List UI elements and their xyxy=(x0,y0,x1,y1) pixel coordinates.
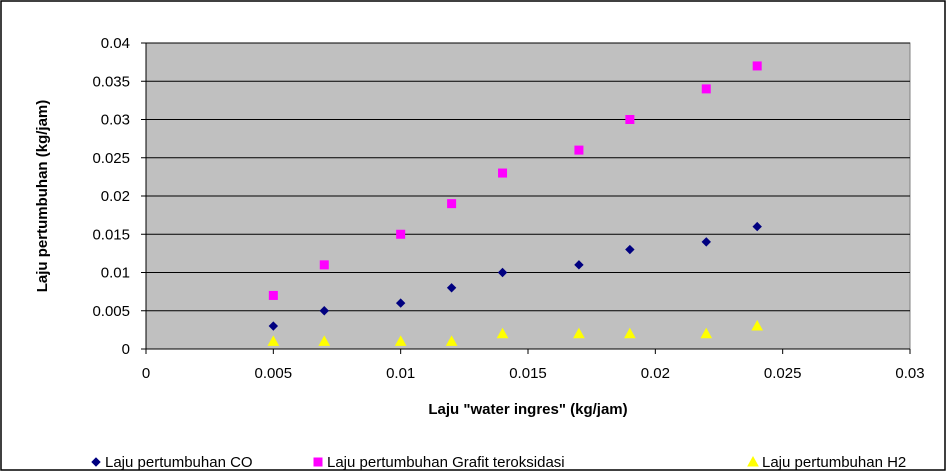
y-tick-label: 0.02 xyxy=(101,188,130,205)
series-1 xyxy=(268,221,762,331)
diamond-point xyxy=(625,244,635,255)
square-point xyxy=(498,168,508,178)
grid-lines xyxy=(141,42,910,350)
square-point xyxy=(319,260,329,270)
triangle-point xyxy=(624,327,636,339)
legend-label: Laju pertumbuhan Grafit teroksidasi xyxy=(327,454,565,471)
square-point xyxy=(701,84,711,94)
legend-label: Laju pertumbuhan CO xyxy=(105,454,253,471)
diamond-point xyxy=(752,221,762,232)
diamond-point xyxy=(319,306,329,316)
diamond-point xyxy=(446,283,457,293)
diamond-point xyxy=(574,260,584,270)
x-tick-label: 0.01 xyxy=(386,365,415,382)
legend-label: Laju pertumbuhan H2 xyxy=(762,454,906,471)
x-tick-label: 0.02 xyxy=(641,365,670,382)
x-tick-label: 0.005 xyxy=(255,365,293,382)
legend-item: Laju pertumbuhan Grafit teroksidasi xyxy=(313,454,565,471)
x-tick-label: 0.015 xyxy=(509,365,547,382)
triangle-point xyxy=(573,327,585,339)
diamond-point xyxy=(268,321,279,331)
triangle-point xyxy=(751,320,764,331)
axes xyxy=(145,43,911,354)
legend-triangle-marker xyxy=(747,455,759,467)
y-tick-label: 0.04 xyxy=(101,35,130,52)
legend-item: Laju pertumbuhan H2 xyxy=(747,454,906,471)
y-axis-title: Laju pertumbuhan (kg/jam) xyxy=(34,100,51,293)
legend-item: Laju pertumbuhan CO xyxy=(91,454,253,471)
y-tick-label: 0.005 xyxy=(92,303,130,320)
y-tick-labels: 0 0.005 0.01 0.015 0.02 0.025 0.03 0.035 0.04 xyxy=(92,35,130,358)
triangle-point xyxy=(700,327,713,339)
y-tick-label: 0.03 xyxy=(101,112,130,129)
diamond-point xyxy=(395,298,406,308)
square-point xyxy=(625,115,635,124)
series-3 xyxy=(267,320,764,346)
y-tick-label: 0.035 xyxy=(92,73,130,90)
y-tick-label: 0.015 xyxy=(92,226,130,243)
diamond-point xyxy=(701,237,711,247)
triangle-point xyxy=(394,335,407,346)
y-tick-label: 0 xyxy=(122,341,130,358)
legend-diamond-marker xyxy=(91,457,101,467)
triangle-point xyxy=(496,327,509,339)
x-tick-labels: 0 0.005 0.01 0.015 0.02 0.025 0.03 xyxy=(142,365,925,382)
square-point xyxy=(574,145,584,155)
legend: Laju pertumbuhan CO Laju pertumbuhan Graf… xyxy=(91,454,906,471)
triangle-point xyxy=(445,335,458,346)
diamond-point xyxy=(497,267,508,278)
data-points xyxy=(267,61,764,346)
triangle-point xyxy=(267,335,280,346)
legend-square-marker xyxy=(313,457,323,467)
x-tick-label: 0.03 xyxy=(895,365,924,382)
square-point xyxy=(752,61,762,71)
square-point xyxy=(447,199,457,209)
square-point xyxy=(268,290,278,300)
series-2 xyxy=(268,61,762,300)
square-point xyxy=(396,229,406,239)
x-tick-label: 0 xyxy=(142,365,150,382)
x-axis-title: Laju "water ingres" (kg/jam) xyxy=(428,401,627,418)
y-tick-label: 0.01 xyxy=(101,265,130,282)
x-tick-label: 0.025 xyxy=(764,365,802,382)
triangle-point xyxy=(318,335,331,346)
y-tick-label: 0.025 xyxy=(92,150,130,167)
